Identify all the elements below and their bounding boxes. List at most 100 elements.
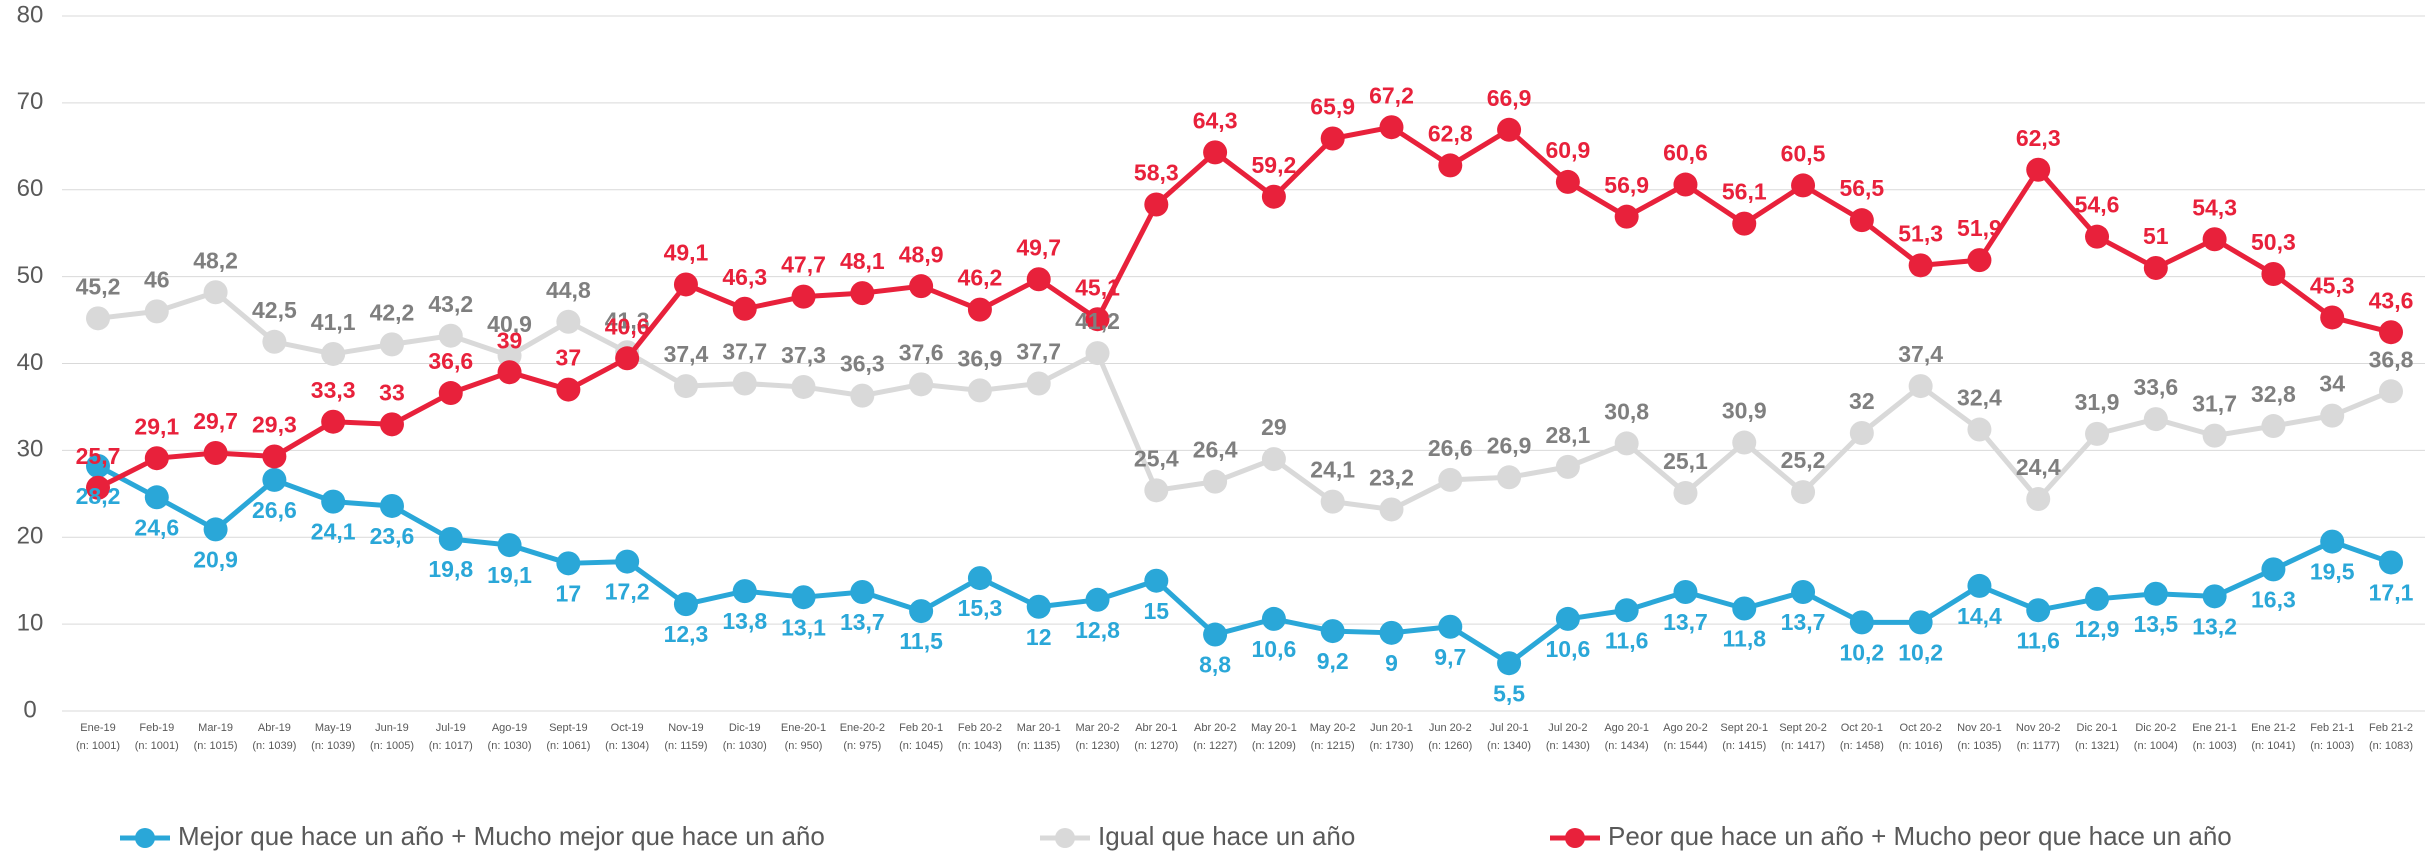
x-tick-label: Oct-19 [611, 722, 644, 734]
y-tick-label: 60 [17, 175, 44, 202]
data-label: 17,2 [605, 579, 650, 605]
data-label: 43,2 [428, 291, 473, 317]
data-label: 12,9 [2075, 616, 2120, 642]
x-tick-sample: (n: 1215) [1311, 740, 1355, 752]
point [1320, 619, 1345, 644]
data-label: 13,2 [2192, 613, 2237, 639]
point [1438, 153, 1463, 178]
point [1026, 267, 1051, 292]
data-label: 34 [2319, 371, 2345, 397]
data-label: 26,6 [252, 497, 297, 523]
x-tick-label: Dic 20-1 [2077, 722, 2118, 734]
x-tick-sample: (n: 1177) [2017, 740, 2060, 752]
data-label: 24,1 [1310, 457, 1355, 483]
legend-marker [1055, 828, 1075, 848]
point [732, 579, 757, 604]
y-tick-label: 20 [17, 523, 44, 550]
y-tick-label: 30 [17, 436, 44, 463]
x-tick-sample: (n: 1041) [2251, 740, 2295, 752]
data-label: 13,5 [2133, 611, 2178, 637]
x-tick-label: Ene-19 [80, 722, 115, 734]
x-tick-sample: (n: 1035) [1957, 740, 2001, 752]
x-tick-label: Feb 21-2 [2369, 722, 2413, 734]
x-tick-sample: (n: 1230) [1075, 740, 1119, 752]
point [1085, 307, 1110, 332]
x-tick-label: May 20-2 [1310, 722, 1356, 734]
point [2026, 157, 2051, 182]
point [2320, 403, 2345, 428]
data-label: 60,6 [1663, 140, 1708, 166]
point [791, 284, 816, 309]
data-label: 13,7 [840, 609, 885, 635]
point [203, 280, 228, 305]
data-label: 28,1 [1545, 422, 1590, 448]
point [1379, 620, 1404, 645]
data-label: 64,3 [1193, 107, 1238, 133]
point [2085, 224, 2110, 249]
point [791, 585, 816, 610]
point [1614, 598, 1639, 623]
point [2202, 423, 2227, 448]
point [1555, 454, 1580, 479]
point [1026, 371, 1051, 396]
x-tick-sample: (n: 975) [843, 740, 881, 752]
data-label: 45,3 [2310, 273, 2355, 299]
point [1614, 431, 1639, 456]
x-tick-label: Abr-19 [258, 722, 291, 734]
x-tick-label: Ene-20-1 [781, 722, 826, 734]
data-label: 29 [1261, 414, 1287, 440]
x-tick-label: Jul-19 [436, 722, 466, 734]
x-tick-sample: (n: 1340) [1487, 740, 1531, 752]
point [967, 297, 992, 322]
data-label: 10,2 [1898, 639, 1943, 665]
data-label: 24,6 [134, 514, 179, 540]
x-tick-label: Feb 20-2 [958, 722, 1002, 734]
x-tick-label: Jul 20-2 [1548, 722, 1587, 734]
data-label: 31,9 [2075, 389, 2120, 415]
point [1261, 606, 1286, 631]
x-tick-sample: (n: 1458) [1840, 740, 1884, 752]
x-tick-sample: (n: 1030) [723, 740, 767, 752]
point [2143, 581, 2168, 606]
data-label: 44,8 [546, 277, 591, 303]
data-label: 41,2 [1075, 308, 1120, 334]
data-label: 12 [1026, 624, 1052, 650]
data-label: 31,7 [2192, 391, 2237, 417]
point [556, 377, 581, 402]
data-label: 12,8 [1075, 617, 1120, 643]
x-tick-label: Ago 20-2 [1663, 722, 1708, 734]
data-label: 60,5 [1781, 140, 1826, 166]
point [86, 306, 110, 331]
x-tick-label: May-19 [315, 722, 352, 734]
data-label: 54,3 [2192, 194, 2237, 220]
point [1555, 606, 1580, 631]
data-label: 37,7 [1016, 339, 1061, 365]
point [967, 378, 992, 403]
data-label: 5,5 [1493, 680, 1525, 706]
x-tick-sample: (n: 1083) [2369, 740, 2413, 752]
point [909, 599, 934, 624]
data-label: 43,6 [2369, 287, 2414, 313]
data-label: 36,9 [958, 346, 1003, 372]
point [1967, 573, 1992, 598]
point [1379, 497, 1404, 522]
data-label: 45,1 [1075, 274, 1120, 300]
point [1555, 169, 1580, 194]
point [615, 346, 640, 371]
data-label: 67,2 [1369, 82, 1414, 108]
data-label: 17,1 [2369, 580, 2414, 606]
y-tick-label: 40 [17, 349, 44, 376]
point [1673, 579, 1698, 604]
point [791, 374, 816, 399]
data-label: 42,5 [252, 297, 297, 323]
y-tick-label: 80 [17, 1, 44, 28]
point [1026, 594, 1051, 619]
data-label: 48,2 [193, 247, 238, 273]
point [1144, 478, 1169, 503]
data-label: 24,4 [2016, 454, 2061, 480]
point [86, 454, 110, 479]
point [2379, 550, 2403, 575]
data-label: 48,1 [840, 248, 885, 274]
data-label: 19,8 [428, 556, 473, 582]
x-tick-sample: (n: 1005) [370, 740, 414, 752]
